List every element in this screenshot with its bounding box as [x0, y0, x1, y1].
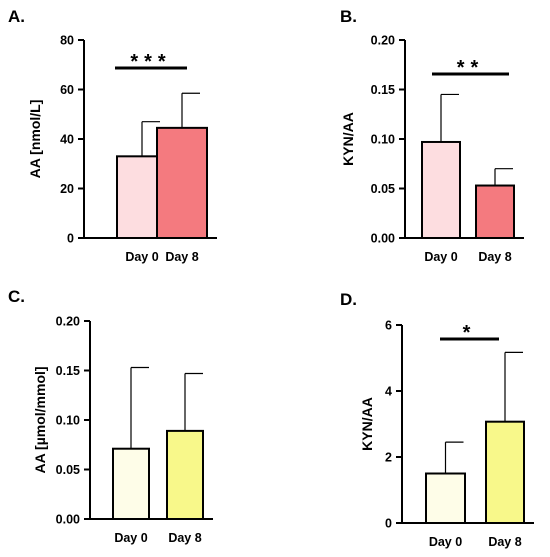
bar [485, 420, 525, 524]
chart-panel-1: A. 0 20 40 60 80 AA [nmol/L] Day 0 Day 8 *** [8, 7, 217, 264]
x-tick-label: Day 8 [168, 531, 201, 545]
y-tick-label: 0.05 [56, 463, 80, 477]
significance-marker: * [463, 322, 477, 344]
y-tick-label: 0.10 [56, 414, 80, 428]
y-tick-label: 0.15 [56, 364, 80, 378]
x-tick-label: Day 8 [165, 250, 198, 264]
chart-panel-3: C. 0.00 0.05 0.10 0.15 0.20 AA [µmol/mmol] Day … [8, 287, 213, 545]
x-tick-label: Day 0 [429, 535, 462, 549]
y-tick-label: 0.05 [371, 182, 395, 196]
chart-panel-4: D. 0 2 4 6 KYN/AA Day 0 Day 8 * [340, 290, 534, 549]
y-tick-label: 0 [67, 232, 74, 246]
panel-label: A. [8, 7, 25, 26]
x-tick-label: Day 8 [478, 250, 511, 264]
x-tick-label: Day 8 [488, 535, 521, 549]
x-tick-label: Day 0 [125, 250, 158, 264]
y-tick-label: 0.00 [371, 232, 395, 246]
y-axis-title: KYN/AA [359, 397, 375, 451]
bar [166, 429, 204, 521]
bar [475, 184, 515, 239]
bar [112, 447, 150, 520]
panel-label: B. [340, 7, 357, 26]
bar [156, 126, 208, 239]
x-tick-label: Day 0 [114, 531, 147, 545]
y-tick-label: 0 [385, 517, 392, 531]
y-tick-label: 20 [60, 182, 74, 196]
y-axis-title: AA [nmol/L] [27, 100, 43, 179]
panel-label: C. [8, 287, 25, 306]
y-tick-label: 2 [385, 451, 392, 465]
y-tick-label: 0.15 [371, 83, 395, 97]
bar [425, 472, 466, 524]
x-tick-label: Day 0 [424, 250, 457, 264]
significance-marker: *** [130, 51, 171, 73]
y-axis-title: KYN/AA [340, 112, 356, 166]
panel-label: D. [340, 290, 357, 309]
y-tick-label: 4 [385, 385, 392, 399]
y-tick-label: 80 [60, 34, 74, 48]
y-tick-label: 0.20 [371, 34, 395, 48]
y-tick-label: 60 [60, 83, 74, 97]
chart-panel-2: B. 0.00 0.05 0.10 0.15 0.20 KYN/AA Day 0 Day 8 ** [340, 7, 524, 264]
y-tick-label: 40 [60, 133, 74, 147]
y-tick-label: 0.00 [56, 513, 80, 527]
bar [421, 140, 461, 239]
y-axis-title: AA [µmol/mmol] [32, 366, 48, 473]
significance-marker: ** [457, 57, 485, 79]
y-tick-label: 6 [385, 319, 392, 333]
y-tick-label: 0.10 [371, 133, 395, 147]
y-tick-label: 0.20 [56, 315, 80, 329]
